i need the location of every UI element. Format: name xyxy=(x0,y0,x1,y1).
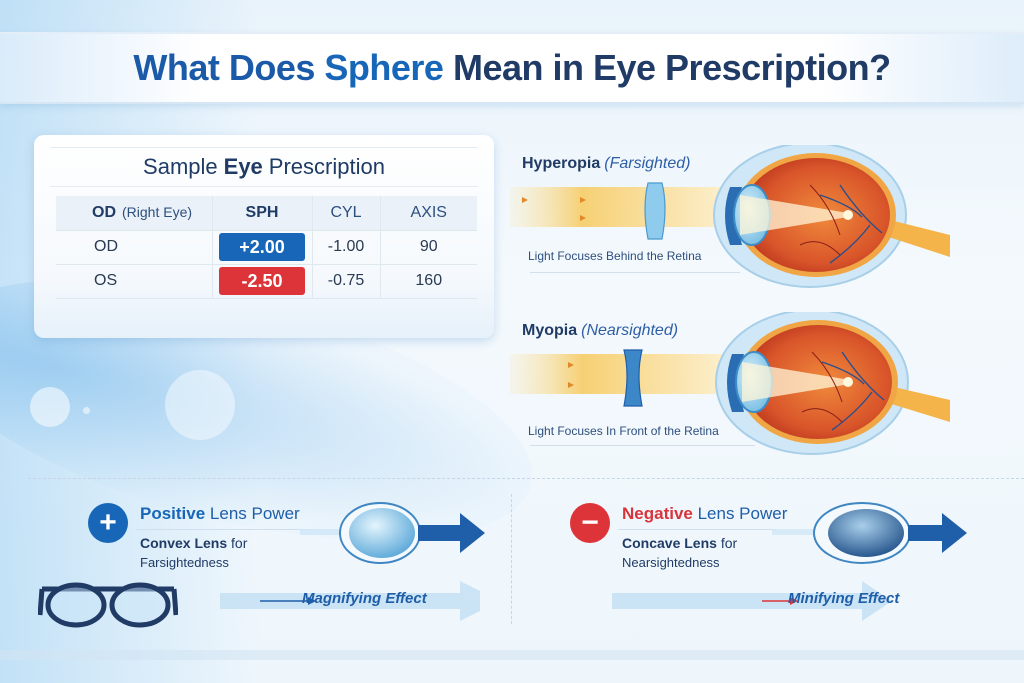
section-divider xyxy=(28,478,1024,479)
title-highlight-eye-prescription: Eye Prescription? xyxy=(592,47,891,88)
negative-lens-title: Negative Lens Power xyxy=(622,504,788,523)
cell-cyl: -1.00 xyxy=(312,230,381,264)
positive-lens-subtitle-2: Farsightedness xyxy=(140,555,229,570)
hyperopia-heading: Hyperopia (Farsighted) xyxy=(522,155,691,172)
hyperopia-diagram: Hyperopia (Farsighted) Light Focuses Behi… xyxy=(510,145,950,295)
hyperopia-caption: Light Focuses Behind the Retina xyxy=(528,249,702,263)
cell-cyl: -0.75 xyxy=(312,264,381,298)
myopia-diagram: Myopia (Nearsighted) Light Focuses In Fro… xyxy=(510,312,950,462)
myopia-heading: Myopia (Nearsighted) xyxy=(522,322,679,339)
caption-divider xyxy=(530,272,740,273)
positive-lens-power-panel: + Positive Lens Power Convex Lens for Fa… xyxy=(30,495,500,635)
effect-arrow-icon xyxy=(612,581,892,621)
title-highlight-sphere: Sphere xyxy=(324,47,444,88)
negative-lens-subtitle-2: Nearsightedness xyxy=(622,555,720,570)
decorative-bubble xyxy=(30,387,70,427)
column-header-cyl: CYL xyxy=(312,196,381,230)
cell-axis: 160 xyxy=(415,272,443,289)
sph-positive-badge: +2.00 xyxy=(219,233,305,261)
prescription-table: OD (Right Eye) SPH CYL AXIS OD +2.00 -1.0… xyxy=(56,196,477,299)
eyeglasses-icon xyxy=(38,582,178,628)
cell-eye: OS xyxy=(56,264,213,298)
cell-sph: -2.50 xyxy=(212,264,313,298)
cell-axis: 90 xyxy=(419,238,438,255)
magnifying-effect-label: Magnifying Effect xyxy=(302,590,427,607)
plus-icon: + xyxy=(88,503,128,543)
eye-illustration-icon xyxy=(510,145,950,288)
convex-lens-icon xyxy=(300,502,485,564)
negative-lens-power-panel: − Negative Lens Power Concave Lens for N… xyxy=(512,495,982,635)
negative-lens-subtitle: Concave Lens for xyxy=(622,535,738,551)
title-divider xyxy=(618,529,778,530)
column-header-axis: AXIS xyxy=(410,203,447,221)
decorative-bubble xyxy=(165,370,235,440)
positive-lens-title: Positive Lens Power xyxy=(140,504,300,523)
concave-lens-icon xyxy=(772,502,967,564)
effect-arrow-icon xyxy=(220,581,480,621)
minifying-effect-label: Minifying Effect xyxy=(788,590,900,607)
myopia-caption: Light Focuses In Front of the Retina xyxy=(528,424,719,438)
cell-sph: +2.00 xyxy=(212,230,313,264)
decorative-bubble xyxy=(83,407,90,414)
table-header-row: OD (Right Eye) SPH CYL AXIS xyxy=(56,196,477,230)
sample-prescription-card: Sample Eye Prescription OD (Right Eye) SP… xyxy=(34,135,494,338)
cell-eye: OD xyxy=(56,230,213,264)
eye-illustration-icon xyxy=(510,312,950,455)
column-divider xyxy=(511,494,512,624)
column-header-sph: SPH xyxy=(212,196,313,230)
prescription-card-title: Sample Eye Prescription xyxy=(50,147,478,187)
caption-divider xyxy=(530,445,755,446)
title-divider xyxy=(136,529,316,530)
title-banner: What Does Sphere Mean in Eye Prescriptio… xyxy=(0,32,1024,104)
column-header-eye: OD (Right Eye) xyxy=(56,196,213,230)
table-row: OS -2.50 -0.75 160 xyxy=(56,264,477,298)
footer-band xyxy=(0,650,1024,660)
minus-icon: − xyxy=(570,503,610,543)
table-row: OD +2.00 -1.00 90 xyxy=(56,230,477,264)
positive-lens-subtitle: Convex Lens for xyxy=(140,535,248,551)
sph-negative-badge: -2.50 xyxy=(219,267,305,295)
page-title: What Does Sphere Mean in Eye Prescriptio… xyxy=(133,47,891,88)
